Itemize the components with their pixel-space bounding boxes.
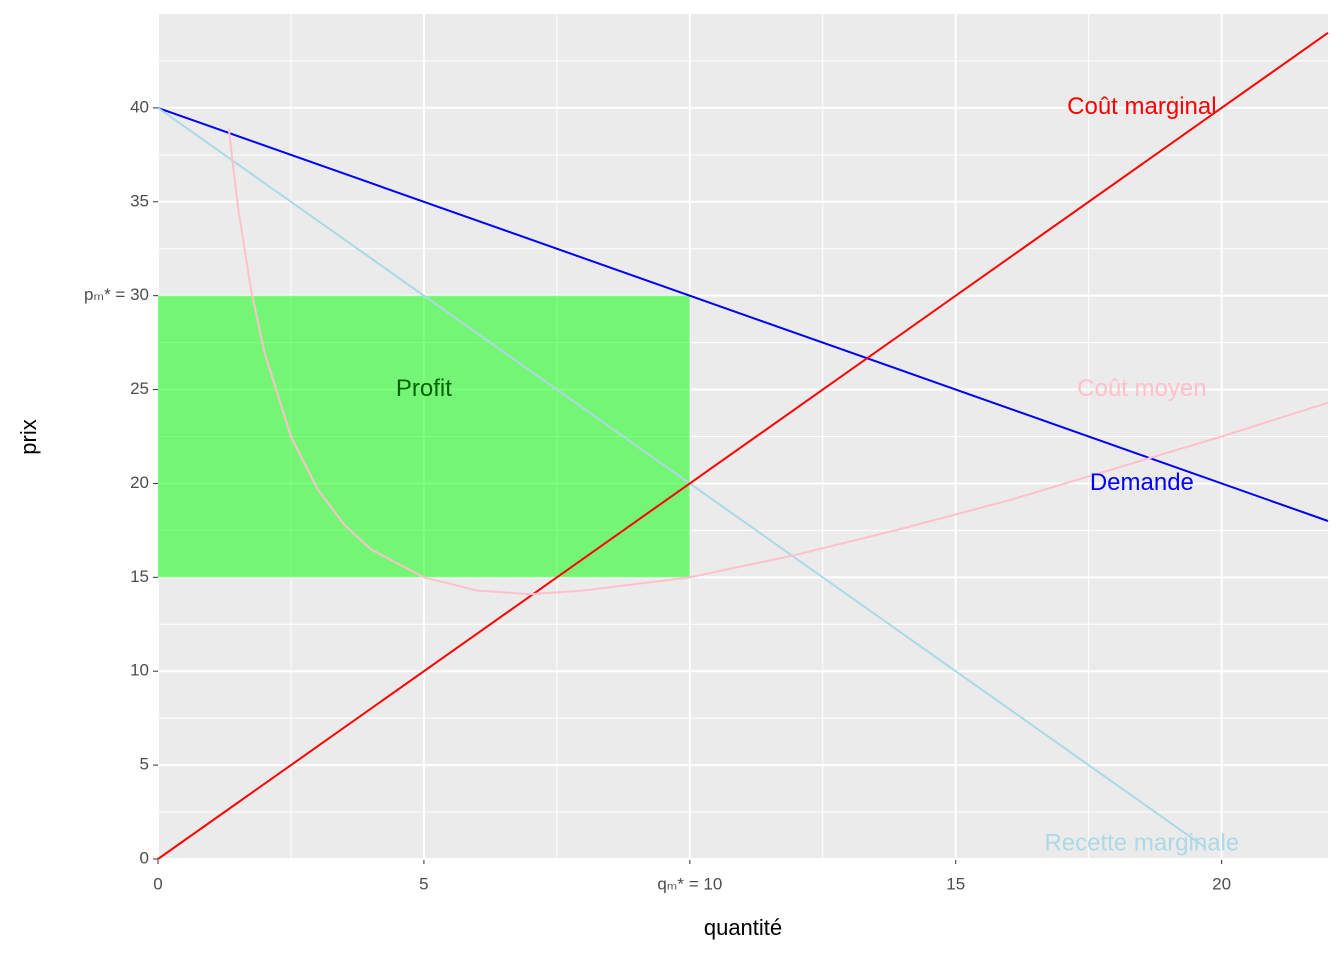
y-tick-label: 0 [140,848,149,867]
series-line [157,31,1329,860]
profit-area [158,295,690,578]
x-tick-label: 0 [153,874,162,893]
annotation: Coût moyen [1077,375,1206,402]
y-tick-label: pₘ* = 30 [84,285,149,304]
x-tick-label: 15 [946,874,965,893]
series-line [157,107,1207,849]
y-tick-label: 15 [130,567,149,586]
annotation: Coût marginal [1067,93,1216,120]
x-tick-label: 5 [419,874,428,893]
x-tick-label: qₘ* = 10 [657,874,722,893]
y-tick-label: 20 [130,473,149,492]
series-line [157,106,1329,522]
y-tick-label: 10 [130,661,149,680]
y-axis-label: prix [16,419,41,454]
x-axis-label: quantité [704,915,782,940]
y-tick-label: 35 [130,191,149,210]
annotation: Demande [1090,469,1194,496]
annotation: Recette marginale [1044,829,1239,856]
series-line [227,128,1329,596]
x-tick-label: 20 [1212,874,1231,893]
y-tick-label: 5 [140,755,149,774]
y-tick-label: 40 [130,97,149,116]
y-tick-label: 25 [130,379,149,398]
annotation: Profit [396,375,452,402]
